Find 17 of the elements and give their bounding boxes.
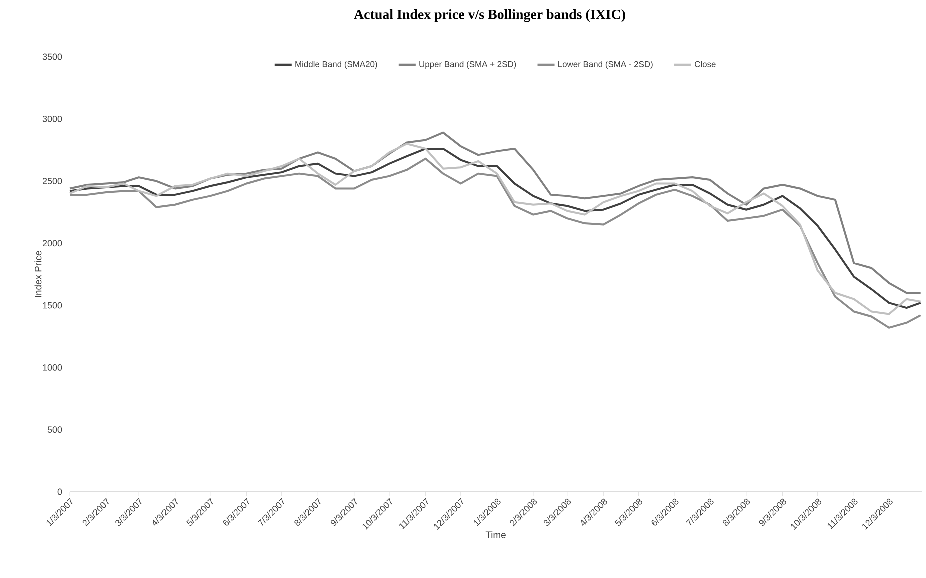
chart-title: Actual Index price v/s Bollinger bands (IXIC): [354, 10, 626, 22]
x-axis-title: Time: [486, 531, 506, 538]
y-tick-label: 2500: [42, 178, 62, 184]
legend-label: Middle Band (SMA20): [296, 61, 378, 70]
y-axis-title: Index Price: [34, 251, 42, 298]
legend-label: Close: [695, 61, 716, 68]
y-tick-label: 2000: [42, 240, 62, 247]
legend-label: Lower Band (SMA - 2SD): [558, 61, 653, 70]
line-series: [69, 132, 922, 294]
y-tick-label: 3000: [42, 116, 62, 122]
y-tick-label: 1000: [43, 364, 62, 371]
y-tick-label: 500: [48, 426, 62, 434]
legend-label: Upper Band (SMA + 2SD): [420, 61, 516, 70]
y-tick-label: 1500: [43, 302, 62, 309]
y-tick-label: 3500: [42, 54, 62, 60]
line-series: [69, 158, 922, 329]
y-tick-label: 0: [58, 488, 62, 496]
